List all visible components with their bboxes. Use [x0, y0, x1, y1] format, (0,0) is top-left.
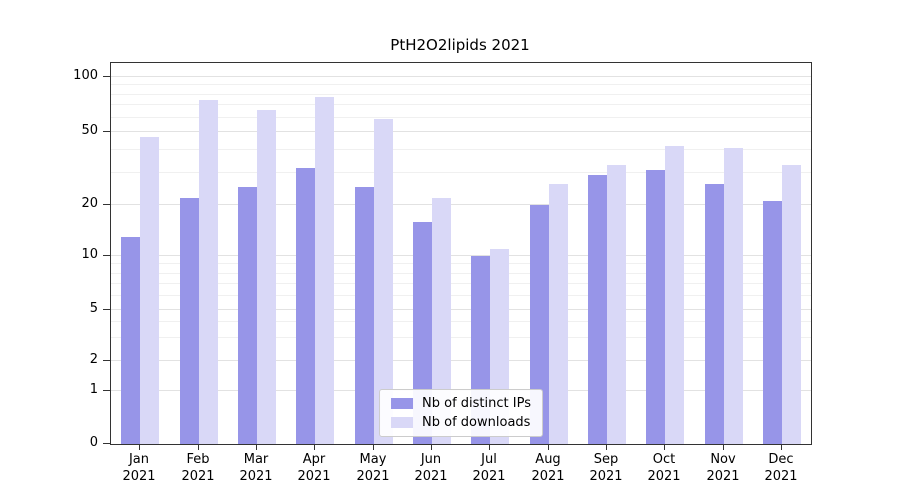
legend-label-distinct-ips: Nb of distinct IPs [422, 396, 531, 411]
y-tick-label: 1 [89, 382, 98, 397]
bar-distinct-ips [354, 187, 374, 444]
legend: Nb of distinct IPs Nb of downloads [379, 389, 543, 437]
y-tick-label: 50 [81, 123, 98, 138]
y-tick-label: 10 [81, 247, 98, 262]
x-tick-mark [548, 445, 549, 450]
bar-downloads [548, 184, 568, 444]
bar-distinct-ips [121, 236, 141, 444]
y-tick-mark [103, 131, 110, 132]
y-tick-label: 20 [81, 196, 98, 211]
bar-downloads [373, 118, 393, 444]
bar-downloads [198, 99, 218, 444]
x-tick-label: Aug 2021 [531, 452, 565, 484]
bar-downloads [256, 110, 276, 444]
x-tick-mark [606, 445, 607, 450]
y-tick-mark [103, 360, 110, 361]
bar-distinct-ips [587, 175, 607, 444]
x-tick-label: Nov 2021 [706, 452, 740, 484]
bar-downloads [140, 136, 160, 444]
legend-label-downloads: Nb of downloads [422, 415, 531, 430]
major-gridline [111, 131, 811, 132]
minor-gridline [111, 104, 811, 106]
y-tick-mark [103, 309, 110, 310]
x-tick-mark [781, 445, 782, 450]
x-tick-label: Dec 2021 [764, 452, 798, 484]
x-tick-label: Jun 2021 [414, 452, 448, 484]
x-tick-label: Oct 2021 [647, 452, 681, 484]
legend-swatch-distinct-ips [391, 398, 414, 409]
major-gridline [111, 204, 811, 206]
major-gridline [111, 308, 811, 310]
x-tick-mark [431, 445, 432, 450]
x-tick-mark [256, 445, 257, 450]
major-gridline [111, 255, 811, 257]
y-tick-mark [103, 76, 110, 77]
x-tick-label: Jul 2021 [472, 452, 506, 484]
minor-gridline [111, 171, 811, 173]
bar-distinct-ips [762, 201, 782, 444]
x-tick-mark [489, 445, 490, 450]
plot-area: Nb of distinct IPs Nb of downloads [110, 62, 812, 445]
major-gridline [111, 359, 811, 361]
x-tick-mark [664, 445, 665, 450]
bar-distinct-ips [296, 167, 316, 444]
bar-downloads [665, 145, 685, 444]
minor-gridline [111, 272, 811, 274]
y-tick-mark [103, 443, 110, 444]
bar-downloads [781, 165, 801, 444]
y-tick-mark [103, 255, 110, 256]
minor-gridline [111, 148, 811, 150]
x-tick-mark [314, 445, 315, 450]
x-tick-mark [139, 445, 140, 450]
bar-distinct-ips [646, 170, 666, 444]
x-tick-label: Mar 2021 [239, 452, 273, 484]
legend-item-downloads: Nb of downloads [391, 415, 531, 430]
x-tick-label: Sep 2021 [589, 452, 623, 484]
x-tick-label: Feb 2021 [181, 452, 215, 484]
bar-distinct-ips [179, 197, 199, 444]
minor-gridline [111, 116, 811, 118]
legend-item-distinct-ips: Nb of distinct IPs [391, 396, 531, 411]
bar-downloads [606, 165, 626, 444]
y-tick-label: 5 [89, 301, 98, 316]
bar-downloads [431, 197, 451, 444]
x-tick-mark [373, 445, 374, 450]
y-tick-label: 100 [73, 68, 98, 83]
minor-gridline [111, 84, 811, 86]
minor-gridline [111, 282, 811, 284]
minor-gridline [111, 93, 811, 95]
legend-swatch-downloads [391, 417, 414, 428]
bar-distinct-ips [529, 205, 549, 444]
y-tick-label: 0 [89, 435, 98, 450]
minor-gridline [111, 294, 811, 296]
minor-gridline [111, 263, 811, 265]
bar-downloads [723, 147, 743, 444]
y-tick-mark [103, 390, 110, 391]
y-tick-label: 2 [89, 352, 98, 367]
y-tick-mark [103, 204, 110, 205]
minor-gridline [111, 321, 811, 323]
major-gridline [111, 76, 811, 78]
minor-gridline [111, 337, 811, 339]
x-tick-label: Jan 2021 [122, 452, 156, 484]
x-tick-label: May 2021 [356, 452, 390, 484]
chart-title: PtH2O2lipids 2021 [390, 36, 530, 54]
x-tick-mark [198, 445, 199, 450]
bar-downloads [315, 96, 335, 444]
x-tick-label: Apr 2021 [297, 452, 331, 484]
bar-distinct-ips [412, 221, 432, 444]
x-tick-mark [723, 445, 724, 450]
bar-distinct-ips [237, 187, 257, 444]
bar-distinct-ips [704, 184, 724, 444]
